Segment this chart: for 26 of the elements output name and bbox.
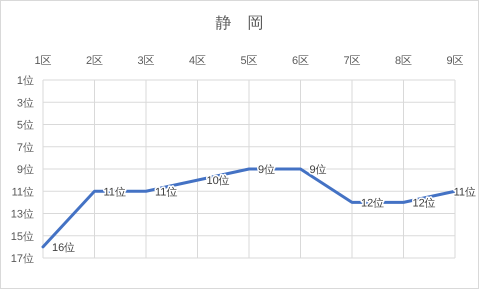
data-label: 11位 — [454, 186, 476, 198]
data-label: 16位 — [52, 242, 76, 254]
x-tick-label: 6区 — [292, 55, 310, 67]
y-tick-label: 3位 — [16, 97, 34, 110]
x-tick-label: 1区 — [34, 55, 52, 67]
y-tick-label: 11位 — [12, 186, 34, 198]
chart-title: 静 岡 — [216, 15, 264, 32]
x-tick-label: 3区 — [137, 55, 155, 67]
data-label: 10位 — [206, 175, 230, 188]
data-label: 11位 — [104, 186, 126, 198]
x-tick-label: 7区 — [343, 55, 361, 67]
x-tick-label: 2区 — [86, 55, 104, 67]
y-tick-label: 9位 — [16, 164, 34, 176]
data-label: 12位 — [412, 197, 436, 210]
y-tick-label: 15位 — [10, 230, 34, 243]
y-tick-label: 1位 — [16, 75, 34, 87]
x-tick-label: 4区 — [188, 55, 206, 67]
data-label: 9位 — [310, 164, 327, 176]
y-tick-label: 7位 — [16, 142, 34, 154]
y-tick-label: 13位 — [10, 208, 34, 220]
y-tick-label: 17位 — [10, 253, 34, 265]
x-tick-label: 5区 — [240, 55, 258, 67]
x-tick-label: 8区 — [394, 55, 412, 67]
data-label: 11位 — [155, 186, 178, 198]
x-tick-label: 9区 — [446, 55, 464, 67]
y-tick-label: 5位 — [16, 120, 34, 132]
